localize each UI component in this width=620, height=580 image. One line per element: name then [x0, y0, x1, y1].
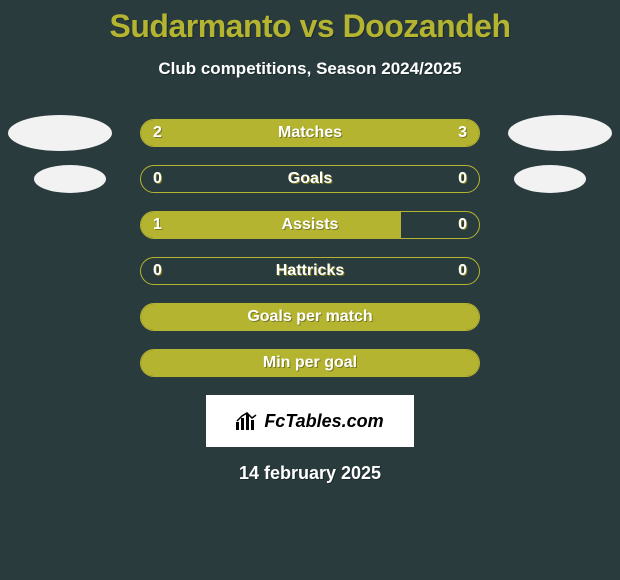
stat-value-left: 0 [153, 258, 162, 284]
brand-text: FcTables.com [264, 411, 383, 432]
brand-icon [236, 412, 258, 430]
player2-name: Doozandeh [343, 8, 511, 44]
stat-bar-track: 0 0Hattricks [140, 257, 480, 285]
comparison-card: Sudarmanto vs Doozandeh Club competition… [0, 0, 620, 580]
stat-value-right: 0 [458, 258, 467, 284]
player1-avatar [8, 115, 112, 151]
stat-value-left: 1 [153, 212, 162, 238]
stat-bar-left-fill [141, 304, 479, 330]
stat-row: 0 0Goals [0, 165, 620, 193]
stat-label: Goals [141, 166, 479, 192]
stat-row: Goals per match [0, 303, 620, 331]
page-title: Sudarmanto vs Doozandeh [0, 0, 620, 45]
player2-avatar [514, 165, 586, 193]
stat-value-left: 2 [153, 120, 162, 146]
player1-avatar [34, 165, 106, 193]
brand-badge: FcTables.com [206, 395, 414, 447]
stat-row: 23Matches [0, 119, 620, 147]
stat-value-right: 0 [458, 166, 467, 192]
player2-avatar [508, 115, 612, 151]
stat-bar-right-fill [276, 120, 479, 146]
stat-row: Min per goal [0, 349, 620, 377]
stat-bar-track: 10Assists [140, 211, 480, 239]
stat-label: Hattricks [141, 258, 479, 284]
stat-rows: 23Matches00Goals10Assists00HattricksGoal… [0, 119, 620, 377]
stat-bar-track: Goals per match [140, 303, 480, 331]
stat-bar-left-fill [141, 350, 479, 376]
footer-date: 14 february 2025 [0, 463, 620, 484]
stat-bar-track: 23Matches [140, 119, 480, 147]
stat-value-right: 0 [458, 212, 467, 238]
stat-row: 10Assists [0, 211, 620, 239]
stat-value-left: 0 [153, 166, 162, 192]
vs-separator: vs [300, 8, 335, 44]
player1-name: Sudarmanto [110, 8, 292, 44]
subtitle: Club competitions, Season 2024/2025 [0, 59, 620, 79]
stat-value-right: 3 [458, 120, 467, 146]
stat-row: 0 0Hattricks [0, 257, 620, 285]
stat-bar-left-fill [141, 212, 401, 238]
stat-bar-track: Min per goal [140, 349, 480, 377]
stat-bar-track: 0 0Goals [140, 165, 480, 193]
